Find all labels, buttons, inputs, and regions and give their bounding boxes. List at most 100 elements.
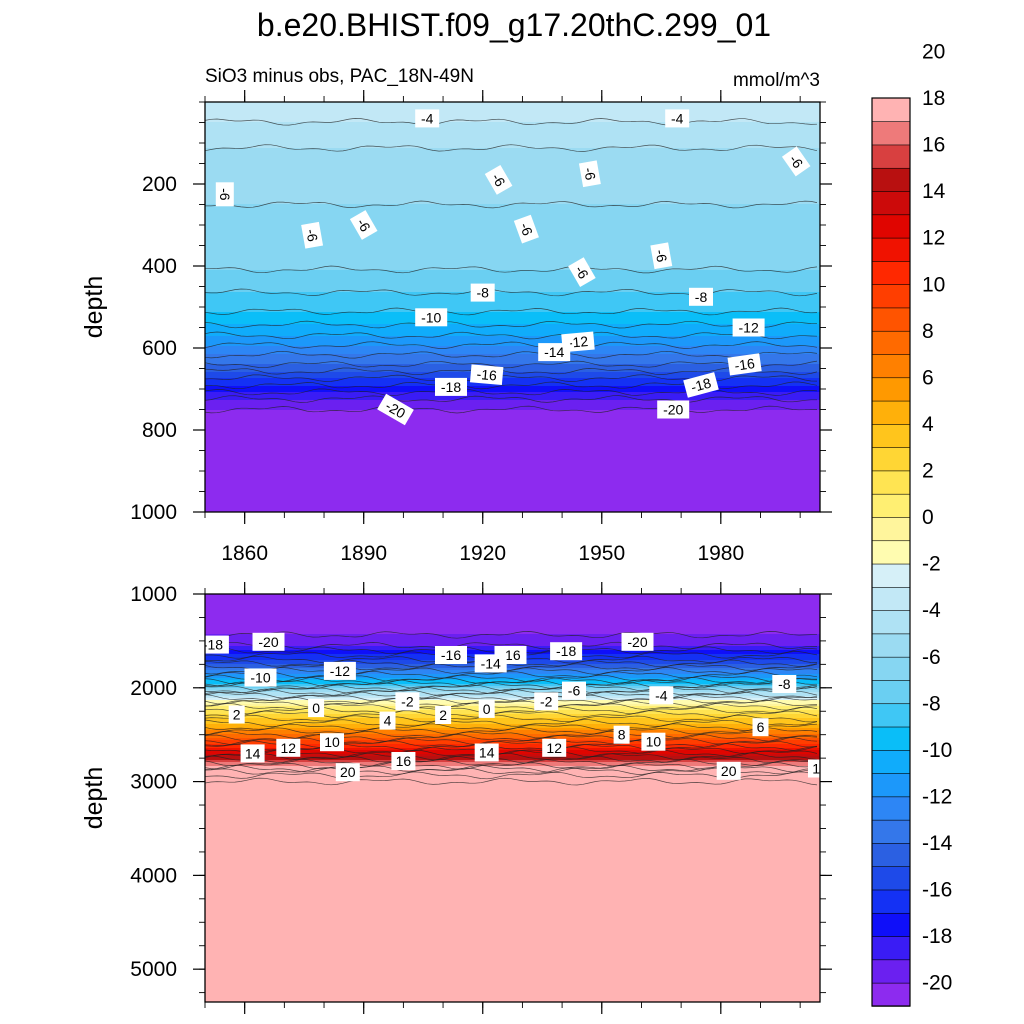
contour-field-upper: -4 -4-6-6-6-6-6-6-6-6-6-8 -8-10-12-12-14-1… [205,102,820,512]
contour-label: -8 [772,675,797,693]
chart-units: mmol/m^3 [733,70,820,91]
svg-text:-18: -18 [689,374,713,395]
svg-text:0: 0 [483,701,491,717]
contour-label: -12 [732,318,765,337]
svg-text:2: 2 [439,707,447,723]
chart-subtitle: SiO3 minus obs, PAC_18N-49N [205,66,474,87]
svg-text:-4: -4 [671,110,684,126]
contour-line [205,320,818,329]
colorbar-swatch [871,353,911,379]
panel-upper: -4 -4-6-6-6-6-6-6-6-6-6-8 -8-10-12-12-14-1… [80,90,832,565]
contour-line [205,405,818,414]
colorbar-swatch [871,330,911,355]
contour-line [205,706,818,715]
colorbar-swatch [871,446,911,472]
contour-label: -14 [538,343,571,362]
svg-text:-16: -16 [733,355,755,374]
contour-label: -16 [469,364,504,386]
colorbar-swatch [871,237,911,262]
contour-line [205,679,818,687]
contour-line [205,265,818,274]
contour-line [205,367,818,376]
contour-line [205,767,818,775]
contour-label: -4 [415,109,440,128]
contour-label: -18 [203,635,229,654]
colorbar-label: 20 [922,40,945,63]
svg-text:-12: -12 [738,320,758,336]
svg-text:-4: -4 [655,687,668,703]
contour-line [205,331,818,340]
svg-text:-18: -18 [203,637,223,653]
contour-label: -18 [683,372,719,398]
contour-line [205,730,818,739]
contour-line [205,118,818,126]
y-tick-label: 1000 [130,501,177,524]
colorbar-label: -16 [922,879,952,902]
svg-text:12: 12 [546,740,562,756]
contour-line [205,674,818,683]
svg-text:-16: -16 [441,647,461,663]
contour-label: -6 [215,182,234,207]
contour-label: -2 [534,692,559,711]
contour-label: -10 [415,308,448,327]
colorbar-swatch [871,423,911,448]
contour-label: 10 [320,733,344,752]
contour-label: 2 [228,705,245,724]
contour-label: -20 [621,632,654,651]
colorbar-swatch [871,400,911,425]
colorbar-swatch [871,120,911,146]
contour-label: -8 [470,283,495,302]
svg-text:-16: -16 [476,366,498,384]
colorbar-swatch [871,586,911,611]
contour-label: -20 [657,400,690,419]
contour-label: -6 [349,210,378,240]
colorbar-swatch [871,796,911,821]
contour-line [205,743,818,751]
colorbar-label: -12 [922,785,952,808]
contour-label: 10 [641,732,666,751]
colorbar-swatch [871,842,911,868]
colorbar-swatch [871,260,911,285]
y-axis-label: depth [80,767,108,830]
contour-label: -16 [435,646,467,664]
svg-text:-6: -6 [581,166,599,181]
contour-label: 6 [752,718,769,737]
contour-line [205,631,818,639]
colorbar-swatch [871,819,911,844]
colorbar-label: -18 [922,925,952,948]
contour-label: 12 [542,738,567,757]
colorbar-swatch [871,749,911,774]
contour-line [205,749,818,758]
contour-label: -10 [244,668,277,687]
contour-line [205,659,818,668]
svg-text:18: 18 [812,761,828,777]
contour-label: -20 [252,632,285,651]
svg-text:16: 16 [396,753,412,769]
contour-label: -6 [513,214,539,244]
contour-line [205,144,818,152]
colorbar-swatch [871,912,911,937]
colorbar-swatch [871,609,911,635]
colorbar-label: -2 [922,553,941,576]
contour-line [205,740,818,748]
contour-label: 8 [613,725,630,744]
colorbar-label: 2 [922,460,934,483]
colorbar-swatch [871,377,911,402]
contour-label: -6 [568,257,596,287]
contour-label: 20 [335,763,360,782]
x-tick-label: 1860 [221,542,268,565]
contour-line [205,764,818,773]
colorbar-swatch [871,190,911,216]
svg-text:0: 0 [312,700,320,716]
colorbar-swatch [871,982,911,1007]
y-tick-label: 200 [142,173,177,196]
colorbar-swatch [871,679,911,705]
svg-text:2: 2 [233,707,241,723]
svg-text:20: 20 [721,763,737,779]
contour-line [205,667,818,675]
colorbar-label: -8 [922,692,941,715]
contour-line [205,714,818,723]
contour-line [205,200,818,209]
colorbar-swatch [871,283,911,309]
svg-text:14: 14 [245,745,261,761]
